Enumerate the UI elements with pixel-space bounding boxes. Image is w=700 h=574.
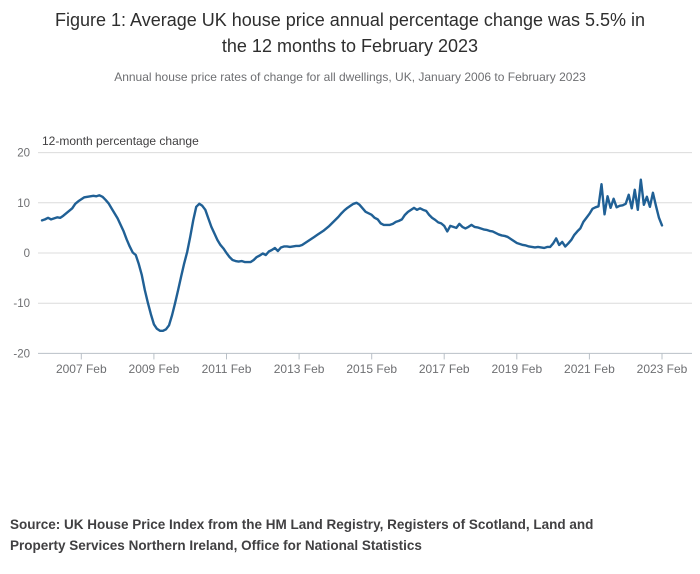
y-tick-label--20: -20 (13, 348, 30, 360)
y-tick-label-20: 20 (17, 148, 30, 160)
x-tick-label: 2017 Feb (419, 362, 470, 376)
y-tick-label--10: -10 (13, 298, 30, 310)
x-tick-label: 2009 Feb (129, 362, 180, 376)
source-note-line-1: Source: UK House Price Index from the HM… (10, 517, 594, 532)
figure-title: Figure 1: Average UK house price annual … (0, 7, 700, 59)
figure-subtitle: Annual house price rates of change for a… (114, 70, 586, 84)
x-tick-label: 2015 Feb (346, 362, 397, 376)
x-tick-label: 2023 Feb (637, 362, 688, 376)
chart-svg: 20 10 0 -10 -20 2007 Feb 2009 Feb 2011 Feb 2013 … (13, 148, 692, 376)
figure-title-line-2: the 12 months to February 2023 (221, 36, 479, 56)
x-tick-label: 2011 Feb (202, 362, 252, 376)
y-tick-label-0: 0 (24, 248, 30, 260)
x-tick-label: 2013 Feb (274, 362, 325, 376)
x-tick-label: 2019 Feb (491, 362, 542, 376)
source-note: Source: UK House Price Index from the HM… (10, 514, 680, 556)
y-tick-label-10: 10 (17, 198, 30, 210)
x-tick-label: 2007 Feb (56, 362, 107, 376)
y-axis-title: 12-month percentage change (42, 134, 199, 148)
price-change-line (40, 178, 664, 333)
source-note-line-2: Property Services Northern Ireland, Offi… (10, 538, 422, 553)
x-tick-label: 2021 Feb (564, 362, 615, 376)
figure-title-line-1: Figure 1: Average UK house price annual … (54, 10, 646, 30)
